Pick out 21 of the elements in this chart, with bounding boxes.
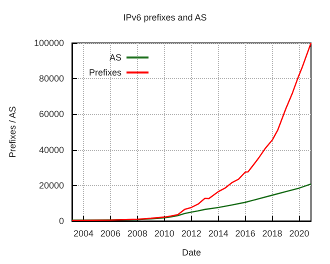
x-tick-label: 2006 xyxy=(100,228,120,238)
y-axis-title: Prefixes / AS xyxy=(8,106,18,158)
x-tick-label: 2014 xyxy=(208,228,228,238)
y-tick-label: 60000 xyxy=(38,109,64,120)
y-tick-label: 80000 xyxy=(38,74,64,84)
legend-label: AS xyxy=(109,52,122,62)
x-tick-label: 2018 xyxy=(262,228,282,238)
legend-label: Prefixes xyxy=(88,68,122,78)
x-tick-label: 2008 xyxy=(127,228,148,238)
y-tick-label: 20000 xyxy=(38,180,64,190)
x-tick-label: 2010 xyxy=(154,228,174,238)
x-tick-label: 2020 xyxy=(289,228,310,238)
line-series xyxy=(71,42,312,222)
y-tick-label: 0 xyxy=(58,216,64,226)
x-tick-label: 2004 xyxy=(73,228,94,238)
x-tick-label: 2012 xyxy=(181,228,202,238)
x-axis-title: Date xyxy=(182,248,202,258)
y-tick-label: 100000 xyxy=(34,38,64,48)
chart-title: IPv6 prefixes and AS xyxy=(123,12,207,22)
x-tick-label: 2016 xyxy=(235,228,256,238)
y-tick-label: 40000 xyxy=(38,144,64,155)
